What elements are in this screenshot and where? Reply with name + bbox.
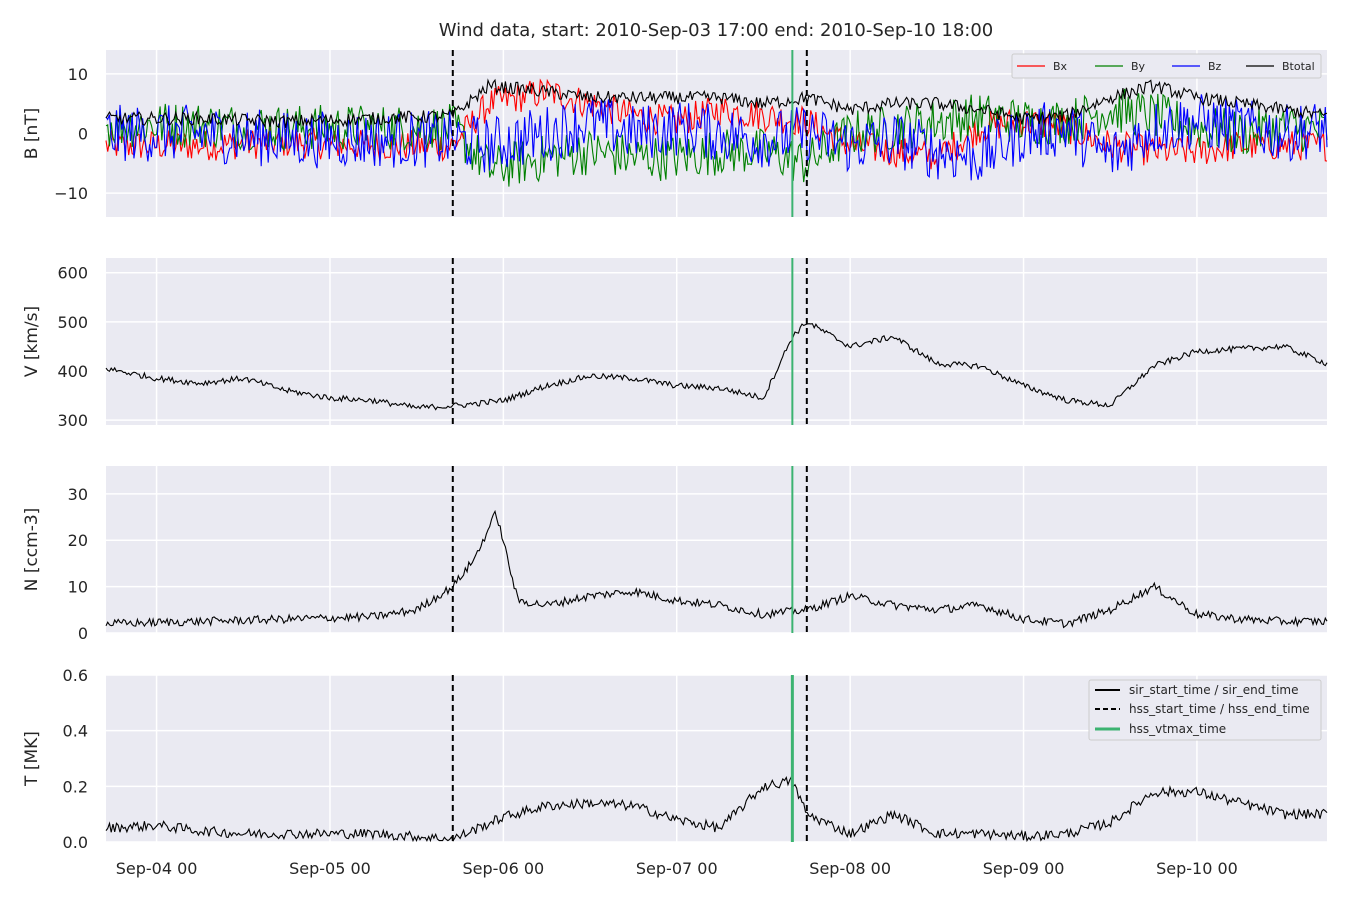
y-axis-label: B [nT] xyxy=(22,108,42,160)
x-tick-label: Sep-06 00 xyxy=(462,859,544,878)
x-tick-label: Sep-08 00 xyxy=(809,859,891,878)
legend-label-by: By xyxy=(1131,60,1146,73)
x-tick-label: Sep-05 00 xyxy=(289,859,371,878)
figure-title: Wind data, start: 2010-Sep-03 17:00 end:… xyxy=(439,20,994,41)
y-tick-label: 400 xyxy=(57,362,88,381)
y-tick-label: 300 xyxy=(57,411,88,430)
y-tick-label: 10 xyxy=(68,578,88,597)
x-tick-label: Sep-10 00 xyxy=(1156,859,1238,878)
y-tick-label: 0.6 xyxy=(63,666,88,685)
legend-label-hss-line: hss_start_time / hss_end_time xyxy=(1129,702,1310,716)
y-tick-label: 600 xyxy=(57,264,88,283)
series-line-panel-2 xyxy=(105,323,1328,411)
legend-frame xyxy=(1011,53,1322,79)
panel-3: 30 20 10 0 N [ccm-3] xyxy=(22,466,1328,643)
x-tick-label: Sep-07 00 xyxy=(636,859,718,878)
legend-b-field: Bx By Bz Btotal xyxy=(1011,53,1322,79)
x-tick-label: Sep-04 00 xyxy=(116,859,198,878)
y-tick-label: −10 xyxy=(54,184,88,203)
y-tick-label: 0.0 xyxy=(63,833,88,852)
x-tick-label: Sep-09 00 xyxy=(983,859,1065,878)
panel-2: 600 500 400 300 V [km/s] xyxy=(22,258,1328,430)
y-tick-label: 20 xyxy=(68,531,88,550)
y-tick-label: 0.2 xyxy=(63,777,88,796)
legend-label-bx: Bx xyxy=(1053,60,1068,73)
legend-frame xyxy=(1088,679,1322,741)
panel-background xyxy=(106,258,1327,425)
series-line-panel-3 xyxy=(105,509,1328,629)
series-line-panel-4 xyxy=(105,774,1328,843)
y-axis-label: V [km/s] xyxy=(22,306,42,377)
y-tick-label: 0 xyxy=(78,624,88,643)
series-line-bz xyxy=(105,94,1328,181)
y-tick-label: 0.4 xyxy=(63,722,88,741)
y-axis-label: T [MK] xyxy=(22,731,42,787)
legend-label-btotal: Btotal xyxy=(1282,60,1315,73)
legend-event-lines: sir_start_time / sir_end_time hss_start_t… xyxy=(1088,679,1322,741)
y-tick-label: 10 xyxy=(68,65,88,84)
chart-panels: 10 0 −10 B [nT] 600 500 400 300 V [km/s] 30 20 10 0 N… xyxy=(22,50,1328,878)
series-line-bx xyxy=(105,78,1328,172)
legend-label-bz: Bz xyxy=(1208,60,1222,73)
panel-background xyxy=(106,466,1327,633)
y-tick-label: 500 xyxy=(57,313,88,332)
y-axis-label: N [ccm-3] xyxy=(22,508,42,592)
series-line-btotal xyxy=(105,78,1328,129)
y-tick-label: 30 xyxy=(68,485,88,504)
legend-label-sir-line: sir_start_time / sir_end_time xyxy=(1129,683,1299,697)
y-tick-label: 0 xyxy=(78,125,88,144)
legend-label-vtmax-line: hss_vtmax_time xyxy=(1129,722,1226,736)
